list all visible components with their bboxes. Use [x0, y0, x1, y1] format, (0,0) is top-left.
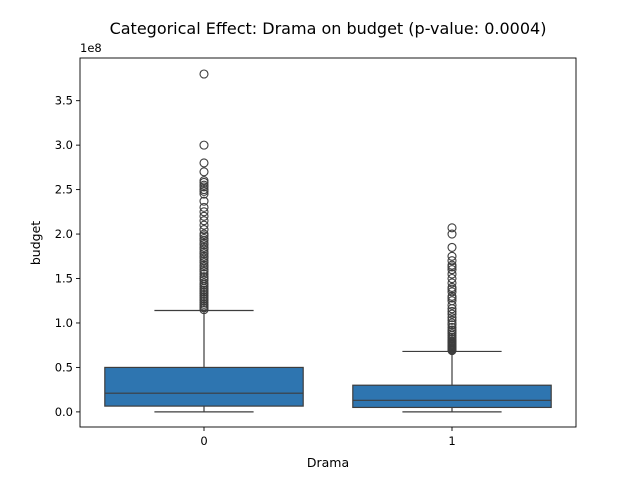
- outlier-point: [447, 242, 457, 252]
- outlier-point: [199, 140, 209, 150]
- outlier-point: [447, 306, 457, 316]
- outlier-point: [199, 176, 209, 186]
- outlier-point: [447, 296, 457, 306]
- outlier-point: [199, 189, 209, 199]
- outlier-point: [199, 207, 209, 217]
- y-tick-label: 1.5: [55, 272, 73, 286]
- outlier-point: [447, 269, 457, 279]
- y-tick-label: 0.0: [55, 405, 73, 419]
- outlier-point: [447, 287, 457, 297]
- box-iqr: [352, 384, 552, 409]
- y-tick-label: 2.5: [55, 183, 73, 197]
- box-group-0: [104, 69, 304, 413]
- outlier-point: [447, 315, 457, 325]
- outlier-point: [447, 265, 457, 275]
- y-tick-label: 3.5: [55, 94, 73, 108]
- outlier-point: [447, 325, 457, 335]
- outlier-point: [199, 260, 209, 270]
- outlier-point: [199, 158, 209, 168]
- outlier-point: [199, 265, 209, 275]
- box-iqr: [104, 366, 304, 407]
- outlier-point: [447, 256, 457, 266]
- outlier-point: [447, 322, 457, 332]
- outlier-point: [199, 272, 209, 282]
- outlier-point: [447, 300, 457, 310]
- outlier-point: [199, 229, 209, 239]
- outlier-point: [199, 256, 209, 266]
- outlier-point: [199, 167, 209, 177]
- plot-area: [104, 69, 552, 413]
- outlier-point: [447, 278, 457, 288]
- y-tick-label: 3.0: [55, 138, 73, 152]
- outlier-point: [199, 225, 209, 235]
- outlier-point: [447, 282, 457, 292]
- outlier-point: [199, 242, 209, 252]
- x-tick-label: 0: [200, 434, 207, 448]
- outlier-point: [447, 291, 457, 301]
- outlier-point: [447, 318, 457, 328]
- y-tick-label: 0.5: [55, 360, 73, 374]
- outlier-point: [447, 260, 457, 270]
- outlier-point: [447, 309, 457, 319]
- outlier-point: [199, 247, 209, 257]
- outlier-point: [199, 233, 209, 244]
- outlier-point: [199, 211, 209, 221]
- y-axis: 0.0 0.5 1.0 1.5 2.0 2.5 3.0 3.5: [55, 94, 80, 419]
- y-tick-label: 1.0: [55, 316, 73, 330]
- outlier-point: [447, 313, 457, 323]
- outlier-point: [199, 220, 209, 230]
- outlier-point: [199, 216, 209, 226]
- outlier-point: [199, 185, 209, 195]
- outlier-point: [199, 251, 209, 261]
- y-axis-offset-label: 1e8: [80, 41, 102, 55]
- outlier-point: [199, 69, 209, 79]
- y-tick-label: 2.0: [55, 227, 73, 241]
- outlier-point: [199, 238, 209, 248]
- outlier-point: [199, 278, 209, 288]
- outlier-point: [447, 223, 457, 233]
- y-axis-label: budget: [28, 221, 43, 265]
- box-group-1: [352, 223, 552, 413]
- outlier-point: [199, 180, 209, 190]
- outlier-point: [447, 273, 457, 284]
- x-tick-label: 1: [448, 434, 455, 448]
- outlier-point: [199, 269, 209, 279]
- outlier-point: [447, 251, 457, 261]
- axes-frame: [79, 57, 577, 428]
- chart-title: Categorical Effect: Drama on budget (p-v…: [110, 19, 547, 38]
- outlier-point: [199, 196, 209, 206]
- x-axis-label: Drama: [307, 455, 349, 470]
- outlier-point: [199, 202, 209, 212]
- outlier-point: [447, 229, 457, 239]
